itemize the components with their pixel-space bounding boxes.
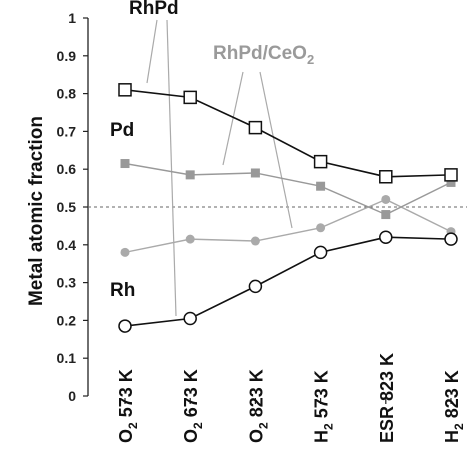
data-point-ceo2_rh [316,223,326,233]
series-line-rhpd_pd [124,89,452,178]
x-tick-label: H2 823 K [442,370,466,443]
data-point-ceo2_rh [250,236,260,246]
annotation-rh: Rh [110,280,135,301]
y-tick-label: 0.9 [57,48,77,64]
annotation-rhpd: RhPd [129,0,179,19]
x-tick-label-rest: 823 K [377,353,397,406]
data-point-rhpd_rh [313,245,328,260]
data-point-ceo2_rh [120,247,130,257]
x-tick-label-rest: 823 K [442,370,462,423]
x-tick-label: O2 673 K [181,369,205,443]
data-point-rhpd_pd [379,170,393,184]
x-tick-label-main: H [312,430,332,443]
x-tick-label-rest: 573 K [116,369,136,422]
x-tick-label-main: O [116,429,136,443]
data-point-ceo2_pd [381,210,391,220]
leader-line [222,71,244,166]
x-tick-label: H2 573 K [312,370,336,443]
series-line-ceo2_pd [124,162,452,216]
annotation-rhpd-ceo2: RhPd/CeO2 [213,43,314,67]
series-line-ceo2_rh [124,198,452,254]
y-tick-label: 0.7 [57,123,77,139]
annotation-rhpd-ceo2-sub: 2 [307,52,314,67]
y-tick-label: 0.5 [57,199,77,215]
y-tick-label: 0.8 [57,86,77,102]
data-point-rhpd_pd [118,83,132,97]
leader-line [166,19,177,317]
y-tick-label: 0.6 [57,161,77,177]
data-point-rhpd_rh [183,311,197,326]
y-tick-label: 0.1 [57,350,77,366]
x-tick-label-main: O [246,429,266,443]
annotation-rhpd-ceo2-main: RhPd/CeO [213,43,307,64]
x-tick-label-sub: 2 [126,422,140,429]
y-tick-label: 1 [68,10,76,26]
leader-line [259,71,293,229]
x-tick-label-rest: 673 K [181,369,201,422]
x-tick-label-sub: 2 [191,422,205,429]
x-tick-label-sub: 2 [452,423,466,430]
data-point-ceo2_rh [185,234,195,244]
x-tick-label: ESR 823 K [377,353,397,443]
x-tick-label: O2 823 K [246,369,270,443]
data-point-ceo2_pd [185,170,195,180]
data-point-rhpd_pd [444,168,458,182]
data-point-rhpd_rh [444,232,458,246]
leader-line [146,19,158,84]
data-point-ceo2_pd [120,159,130,169]
y-tick-label: 0.2 [57,312,77,328]
series-line-rhpd_rh [124,236,452,327]
data-point-rhpd_rh [379,230,393,244]
x-tick-label-main: H [442,430,462,443]
x-tick-label-main: ESR [377,406,397,443]
data-point-ceo2_rh [381,194,391,204]
data-point-rhpd_pd [313,154,328,169]
data-point-ceo2_pd [316,181,326,191]
data-point-rhpd_rh [248,279,263,294]
y-axis-title: Metal atomic fraction [26,116,47,306]
y-tick-label: 0.4 [57,237,77,253]
x-tick-label-rest: 573 K [312,370,332,423]
data-point-rhpd_pd [183,90,197,105]
x-tick-label-sub: 2 [322,423,336,430]
x-tick-label-rest: 823 K [246,369,266,422]
data-point-rhpd_pd [248,120,263,135]
data-point-rhpd_rh [118,319,132,333]
annotation-pd: Pd [110,120,134,141]
y-tick-label: 0 [68,388,76,404]
x-tick-label-main: O [181,429,201,443]
x-tick-label: O2 573 K [116,369,140,443]
data-point-ceo2_pd [250,168,260,178]
y-tick-label: 0.3 [57,275,77,291]
x-tick-label-sub: 2 [256,422,270,429]
data-point-ceo2_pd [446,177,456,187]
